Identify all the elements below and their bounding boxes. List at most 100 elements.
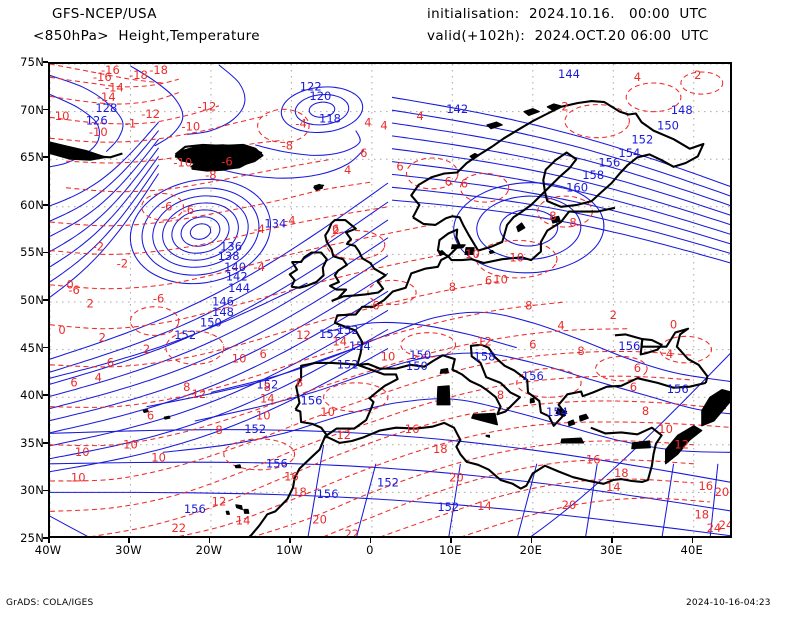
contour-label: 20 — [715, 485, 730, 499]
height-contours — [50, 64, 730, 536]
contour-label: 6 — [260, 347, 267, 361]
contour-label: 152 — [256, 377, 278, 391]
x-tick-40W: 40W — [34, 543, 62, 557]
contour-label: 22 — [344, 527, 359, 538]
y-tick-mark — [43, 204, 48, 206]
contour-label: 20 — [562, 498, 577, 512]
contour-label: -6 — [153, 292, 164, 306]
contour-label: 152 — [337, 323, 359, 337]
contour-label: 156 — [522, 369, 544, 383]
contour-label: -16 — [101, 64, 120, 77]
y-tick-mark — [43, 394, 48, 396]
contour-label: 152 — [244, 422, 266, 436]
contour-label: 20 — [449, 471, 464, 485]
contour-label: 10 — [75, 445, 90, 459]
contour-label: 8 — [497, 388, 504, 402]
contour-label: -14 — [97, 90, 116, 104]
contour-label: 12 — [296, 328, 311, 342]
contour-label: 6 — [445, 175, 452, 189]
contour-label: -6 — [161, 199, 172, 213]
temperature-contours — [50, 64, 730, 536]
y-tick-mark — [43, 251, 48, 254]
contour-label: 2 — [561, 99, 568, 113]
y-tick-mark — [43, 489, 48, 492]
contour-label: 152 — [319, 327, 341, 341]
contour-label: 8 — [264, 380, 271, 394]
contour-label: 6 — [461, 177, 468, 191]
x-tick-20E: 20E — [519, 543, 543, 557]
contour-label: -10 — [181, 119, 200, 133]
x-tick-40E: 40E — [680, 543, 703, 557]
contour-label: 134 — [264, 216, 286, 230]
contour-label: 0 — [58, 323, 65, 337]
contour-label: 10 — [256, 409, 271, 423]
contour-label: 6 — [529, 337, 536, 351]
contour-label: 10 — [658, 422, 673, 436]
contour-label: -10 — [173, 156, 192, 170]
contour-label: 156 — [317, 487, 339, 501]
contour-label: 10 — [123, 437, 138, 451]
contour-label: -10 — [89, 125, 108, 139]
contour-label: -12 — [198, 99, 217, 113]
contour-label: 18 — [614, 466, 629, 480]
contour-label: 156 — [598, 156, 620, 170]
contour-label: 6 — [485, 274, 492, 288]
x-tick-mark — [289, 538, 291, 543]
contour-label: 10 — [465, 247, 480, 261]
contour-label: 150 — [406, 359, 428, 373]
contour-label: 16 — [405, 422, 420, 436]
x-tick-30E: 30E — [600, 543, 623, 557]
contour-label: 8 — [642, 404, 649, 418]
y-tick-mark — [43, 108, 48, 111]
contour-label: 152 — [337, 357, 359, 371]
contour-label: 14 — [606, 480, 621, 494]
contour-label: 4 — [417, 109, 424, 123]
x-tick-10E: 10E — [439, 543, 462, 557]
contour-label: -4 — [253, 222, 264, 236]
y-tick-mark — [43, 442, 48, 444]
contour-label: 152 — [631, 133, 653, 147]
contour-label: 154 — [546, 405, 568, 419]
contour-label: 14 — [236, 514, 251, 528]
contour-label: 8 — [525, 298, 532, 312]
contour-label: -8 — [282, 138, 293, 152]
contour-label: 152 — [437, 500, 459, 514]
y-tick-55N: 55N — [20, 245, 44, 260]
contour-label: -18 — [129, 68, 148, 82]
contour-label: 158 — [474, 350, 496, 364]
contour-label: 2 — [87, 296, 94, 310]
contour-label: 6 — [634, 361, 641, 375]
contour-label: 150 — [657, 118, 679, 132]
x-tick-10W: 10W — [276, 543, 303, 557]
contour-label: 156 — [667, 382, 689, 396]
contour-label: 6 — [107, 355, 114, 369]
contour-label: 24 — [707, 521, 722, 535]
contour-label: 126 — [86, 114, 108, 128]
contour-label: 138 — [218, 249, 240, 263]
contour-label: 4 — [380, 118, 387, 132]
contour-label: 8 — [449, 280, 456, 294]
x-tick-mark — [611, 538, 613, 543]
contour-map-canvas: 1341361381401421441461481501521281261221… — [50, 64, 730, 538]
contour-label: 12 — [674, 437, 689, 451]
contour-label: 0 — [670, 317, 677, 331]
contour-label: 16 — [698, 479, 713, 493]
contour-label: -18 — [149, 64, 168, 77]
contour-label: 14 — [477, 499, 492, 513]
contour-label: 4 — [364, 116, 371, 130]
contour-label: 142 — [226, 270, 248, 284]
x-tick-mark — [450, 538, 452, 543]
contour-label: -4 — [253, 260, 264, 274]
contour-label: -4 — [295, 117, 306, 131]
y-tick-40N: 40N — [20, 388, 44, 403]
contour-label: 144 — [558, 67, 580, 81]
contour-label: 156 — [184, 502, 206, 516]
contour-label: 18 — [433, 442, 448, 456]
contour-label: 136 — [220, 239, 242, 253]
contour-label: -1 — [125, 117, 136, 131]
y-tick-75N: 75N — [20, 55, 44, 69]
contour-label: 140 — [224, 260, 246, 274]
contour-label: 10 — [55, 109, 70, 123]
contour-label: 6 — [147, 409, 154, 423]
y-tick-65N: 65N — [20, 150, 44, 165]
